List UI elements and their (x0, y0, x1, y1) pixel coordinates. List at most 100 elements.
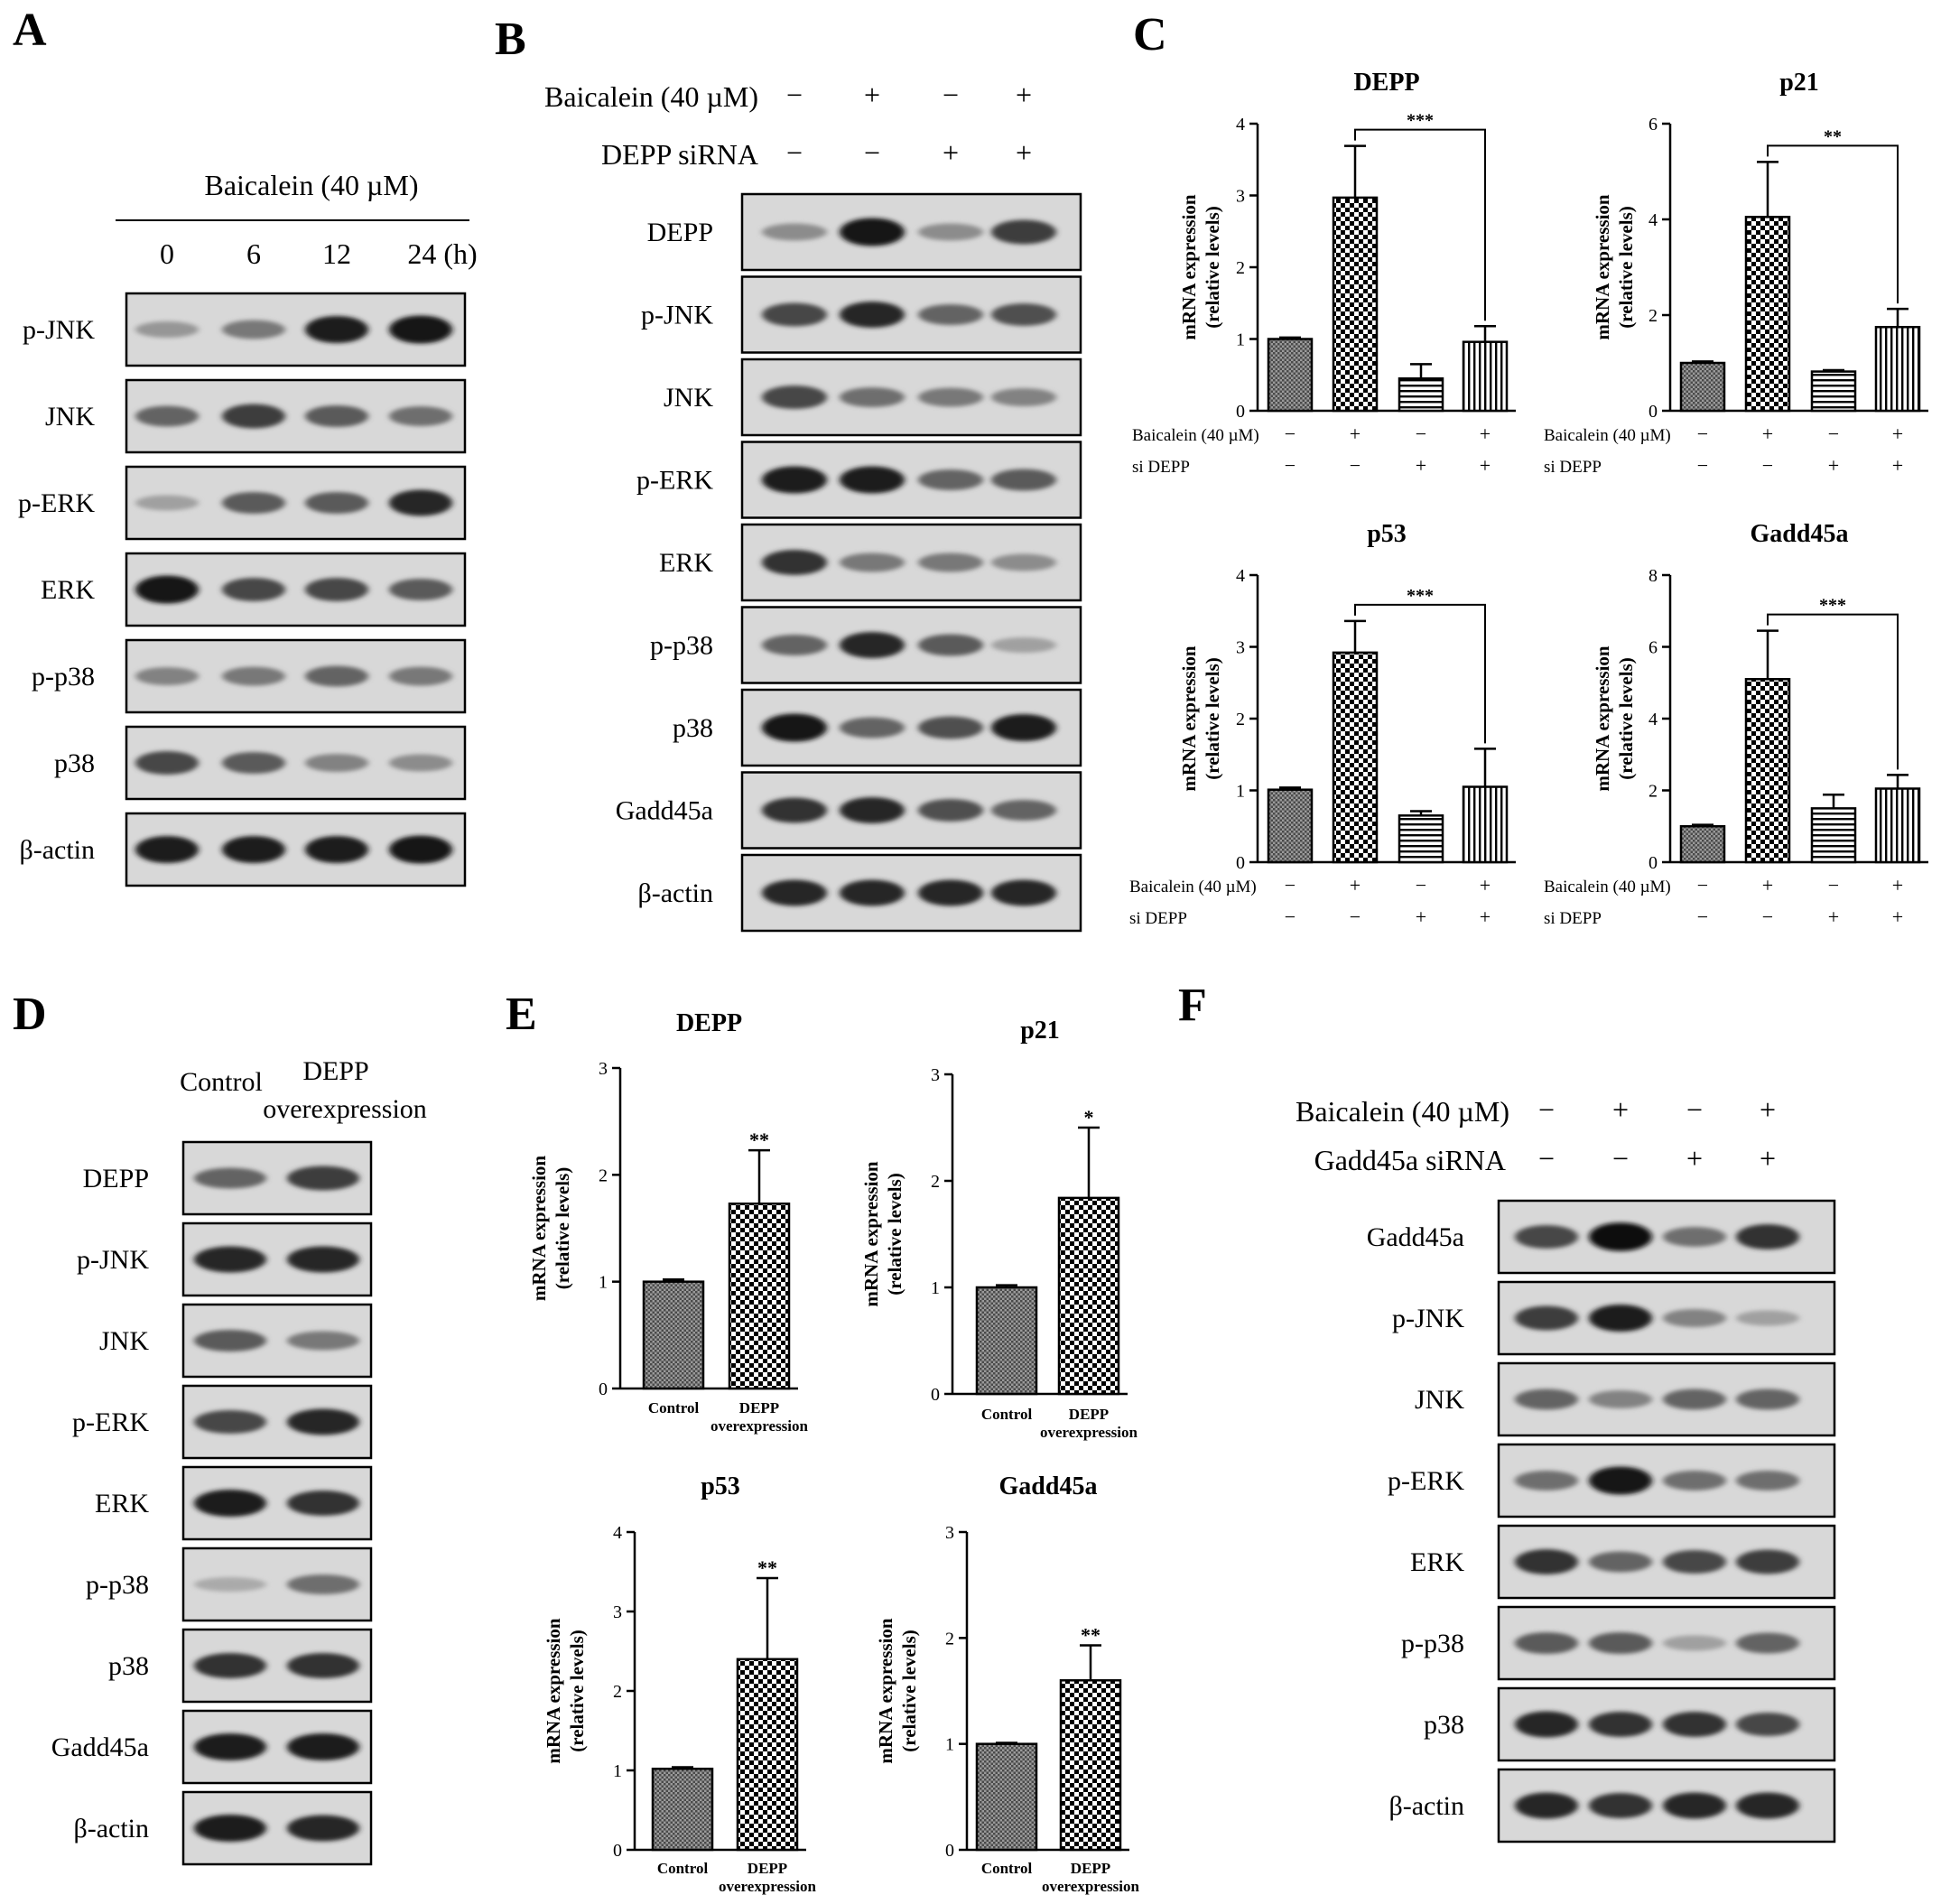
blot-band (991, 553, 1056, 571)
blot-row-label: p-ERK (72, 1407, 149, 1437)
blot-band (194, 1490, 266, 1517)
chart-title: Gadd45a (999, 1472, 1098, 1500)
panel-d-column-label: Control (180, 1067, 263, 1097)
blot-band (918, 634, 983, 656)
blot-band (287, 1815, 359, 1842)
condition-sign: + (1762, 423, 1773, 445)
panel-b-sign: − (943, 79, 959, 111)
chart-title: DEPP (1353, 69, 1419, 97)
blot-band (287, 1408, 359, 1435)
panel-b-sign: + (864, 79, 880, 111)
y-tick-label: 1 (931, 1278, 940, 1298)
blot-band (194, 1815, 266, 1842)
y-axis-label: (relative levels) (898, 1630, 920, 1751)
condition-sign: − (1762, 906, 1773, 928)
y-axis-label: (relative levels) (884, 1173, 905, 1295)
panel-a-timepoint: 12 (322, 237, 351, 270)
significance-bracket (1354, 603, 1486, 744)
blot-band (1515, 1389, 1578, 1410)
bar-chart-c-depp: DEPP 0 1 2 3 4 mRNA expression (relative levels… (1132, 69, 1516, 477)
panel-f-sign: + (1760, 1093, 1776, 1126)
blot-band (287, 1246, 359, 1273)
blot-band (389, 666, 452, 686)
blot-row-label: p-ERK (18, 488, 95, 518)
panel-f-sign: − (1612, 1142, 1629, 1175)
significance-label: *** (1407, 586, 1434, 606)
blot-band (287, 1733, 359, 1760)
y-tick-label: 0 (1236, 853, 1245, 873)
blot-row-label: Gadd45a (51, 1732, 149, 1762)
blot-band (840, 302, 905, 328)
blot-band (287, 1331, 359, 1351)
blot-band (918, 799, 983, 822)
blot-band (1589, 1390, 1652, 1408)
condition-label: Baicalein (40 µM) (1544, 426, 1671, 445)
blot-band (762, 550, 827, 575)
blot-row-label: p-JNK (1392, 1304, 1464, 1333)
blot-band (840, 387, 905, 407)
blot-band (389, 754, 452, 772)
panel-b-sign: + (1016, 79, 1032, 111)
blot-band (194, 1167, 266, 1189)
blot-band (1515, 1632, 1578, 1654)
blot-band (762, 797, 827, 823)
condition-sign: − (1285, 423, 1296, 445)
blot-band (762, 466, 827, 494)
blot-band (1736, 1713, 1799, 1736)
condition-sign: + (1892, 906, 1903, 928)
blot-band (762, 879, 827, 906)
condition-sign: − (1697, 874, 1708, 896)
blot-band (1589, 1632, 1652, 1654)
panel-f-condition-label: Baicalein (40 µM) (1296, 1095, 1509, 1128)
bar (1059, 1679, 1122, 1852)
blot-row-label: DEPP (83, 1164, 149, 1193)
blot-band (840, 218, 905, 246)
blot-band (762, 713, 827, 742)
condition-sign: − (1285, 454, 1296, 477)
blot-band (305, 754, 368, 772)
blot-row-label: p38 (1424, 1710, 1464, 1740)
bar-chart-e-p53: p53 0 1 2 3 4 mRNA expression (relative levels)… (543, 1472, 817, 1895)
blot-band (1589, 1222, 1652, 1251)
condition-sign: − (1285, 906, 1296, 928)
y-tick-label: 0 (599, 1379, 608, 1399)
condition-sign: − (1416, 874, 1426, 896)
condition-sign: − (1697, 423, 1708, 445)
blot-band (1663, 1792, 1726, 1819)
condition-sign: + (1480, 454, 1491, 477)
blot-band (762, 385, 827, 409)
y-axis-label: mRNA expression (1178, 646, 1200, 792)
blot-band (305, 405, 368, 427)
significance-label: ** (1824, 126, 1842, 146)
panel-f-condition-label: Gadd45a siRNA (1314, 1144, 1506, 1176)
bar (975, 1742, 1038, 1852)
y-tick-label: 1 (1236, 782, 1245, 802)
bar-chart-c-p53: p53 0 1 2 3 4 mRNA expression (relative levels)… (1129, 520, 1516, 928)
blot-band (222, 666, 285, 686)
blot-row-label: p-ERK (636, 466, 713, 496)
significance-label: *** (1819, 596, 1846, 616)
blot-band (305, 492, 368, 514)
blot-band (991, 469, 1056, 491)
bar-chart-c-gadd45a: Gadd45a 0 2 4 6 8 mRNA expression (relative lev… (1544, 520, 1928, 928)
blot-band (762, 302, 827, 327)
y-tick-label: 2 (945, 1629, 954, 1649)
y-axis-label: (relative levels) (1202, 657, 1223, 779)
blot-band (194, 1577, 266, 1592)
y-tick-label: 2 (1236, 258, 1245, 278)
significance-label: ** (1081, 1624, 1101, 1647)
panel-letter-e: E (506, 989, 537, 1040)
blot-band (918, 304, 983, 325)
y-tick-label: 4 (1236, 115, 1245, 135)
condition-sign: + (1480, 874, 1491, 896)
blot-row-label: β-actin (19, 835, 95, 865)
y-tick-label: 3 (1236, 638, 1245, 658)
blot-row-label: β-actin (637, 878, 713, 908)
y-tick-label: 3 (599, 1059, 608, 1079)
bar (1332, 196, 1379, 413)
chart-title: p21 (1020, 1017, 1060, 1045)
bar (1679, 361, 1726, 413)
blot-row-label: p38 (673, 713, 713, 743)
bar (1874, 326, 1921, 413)
